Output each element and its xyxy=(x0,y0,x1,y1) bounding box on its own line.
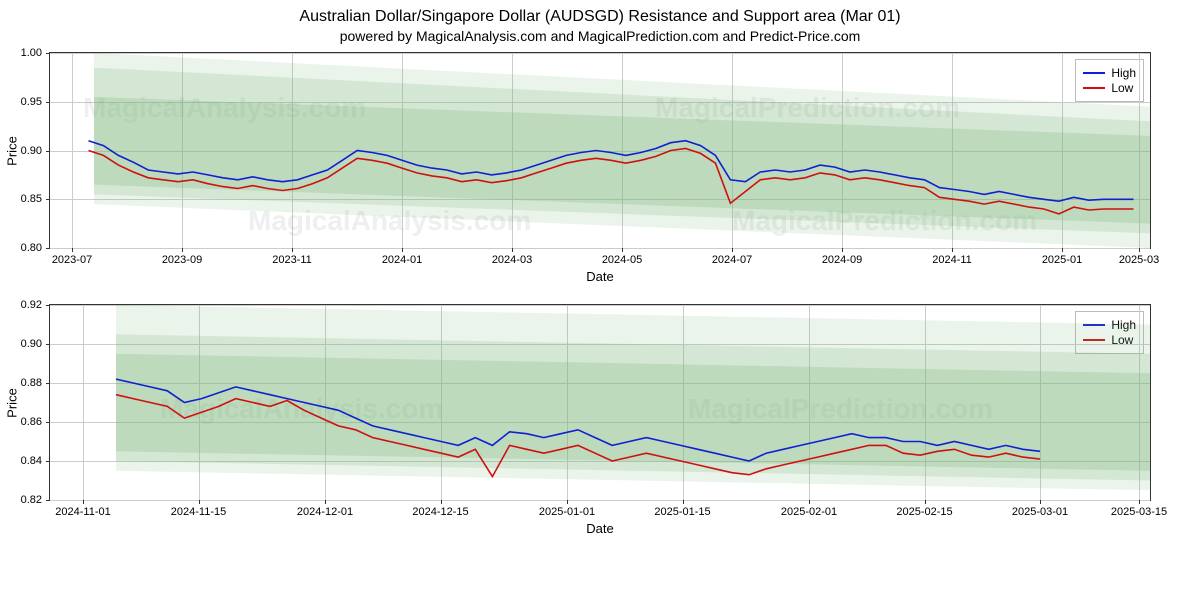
xtick-mark xyxy=(567,500,568,504)
xtick-label: 2023-09 xyxy=(162,254,202,266)
chart-top-panel: Price Date High Low 0.800.850.900.951.00… xyxy=(49,52,1151,249)
xtick-label: 2025-03 xyxy=(1119,254,1159,266)
xtick-label: 2025-03-01 xyxy=(1012,506,1068,518)
xtick-mark xyxy=(441,500,442,504)
xtick-mark xyxy=(402,248,403,252)
page-title: Australian Dollar/Singapore Dollar (AUDS… xyxy=(0,8,1200,26)
plot-svg xyxy=(50,305,1150,500)
ytick-label: 0.86 xyxy=(21,416,42,428)
ytick-label: 0.84 xyxy=(21,455,42,467)
xtick-label: 2025-03-15 xyxy=(1111,506,1167,518)
xtick-label: 2024-12-15 xyxy=(412,506,468,518)
xtick-label: 2024-09 xyxy=(822,254,862,266)
ytick-label: 0.82 xyxy=(21,494,42,506)
xtick-label: 2024-07 xyxy=(712,254,752,266)
ytick-label: 0.88 xyxy=(21,377,42,389)
xtick-label: 2024-01 xyxy=(382,254,422,266)
plot-svg xyxy=(50,53,1150,248)
xtick-mark xyxy=(1062,248,1063,252)
gridline-h xyxy=(50,500,1150,501)
xtick-label: 2025-02-15 xyxy=(896,506,952,518)
xtick-mark xyxy=(952,248,953,252)
ylabel-top: Price xyxy=(5,136,20,166)
xtick-label: 2024-05 xyxy=(602,254,642,266)
xtick-label: 2024-11-15 xyxy=(171,506,226,518)
xtick-mark xyxy=(199,500,200,504)
ytick-mark xyxy=(46,248,50,249)
gridline-h xyxy=(50,248,1150,249)
ylabel-bottom: Price xyxy=(5,388,20,418)
ytick-mark xyxy=(46,500,50,501)
ytick-label: 0.95 xyxy=(21,96,42,108)
xtick-label: 2025-02-01 xyxy=(781,506,837,518)
xtick-mark xyxy=(1139,248,1140,252)
xtick-mark xyxy=(842,248,843,252)
xtick-mark xyxy=(1139,500,1140,504)
xtick-mark xyxy=(732,248,733,252)
xtick-mark xyxy=(325,500,326,504)
xtick-mark xyxy=(72,248,73,252)
xtick-mark xyxy=(683,500,684,504)
chart-bottom-panel: Price Date High Low 0.820.840.860.880.90… xyxy=(49,304,1151,501)
xtick-mark xyxy=(1040,500,1041,504)
support-resistance-band xyxy=(116,354,1150,471)
xlabel-top: Date xyxy=(586,269,613,284)
xtick-mark xyxy=(182,248,183,252)
xtick-mark xyxy=(925,500,926,504)
ytick-label: 0.80 xyxy=(21,242,42,254)
xtick-mark xyxy=(622,248,623,252)
xtick-label: 2025-01-01 xyxy=(539,506,595,518)
xtick-mark xyxy=(83,500,84,504)
xlabel-bottom: Date xyxy=(586,521,613,536)
page-subtitle: powered by MagicalAnalysis.com and Magic… xyxy=(0,28,1200,44)
xtick-label: 2023-11 xyxy=(272,254,312,266)
xtick-mark xyxy=(292,248,293,252)
xtick-label: 2024-11 xyxy=(932,254,972,266)
xtick-label: 2023-07 xyxy=(52,254,92,266)
ytick-label: 0.85 xyxy=(21,193,42,205)
xtick-mark xyxy=(512,248,513,252)
xtick-mark xyxy=(809,500,810,504)
ytick-label: 0.92 xyxy=(21,299,42,311)
ytick-label: 0.90 xyxy=(21,145,42,157)
ytick-label: 1.00 xyxy=(21,47,42,59)
xtick-label: 2025-01 xyxy=(1042,254,1082,266)
xtick-label: 2025-01-15 xyxy=(654,506,710,518)
xtick-label: 2024-11-01 xyxy=(55,506,110,518)
xtick-label: 2024-03 xyxy=(492,254,532,266)
xtick-label: 2024-12-01 xyxy=(297,506,353,518)
ytick-label: 0.90 xyxy=(21,338,42,350)
